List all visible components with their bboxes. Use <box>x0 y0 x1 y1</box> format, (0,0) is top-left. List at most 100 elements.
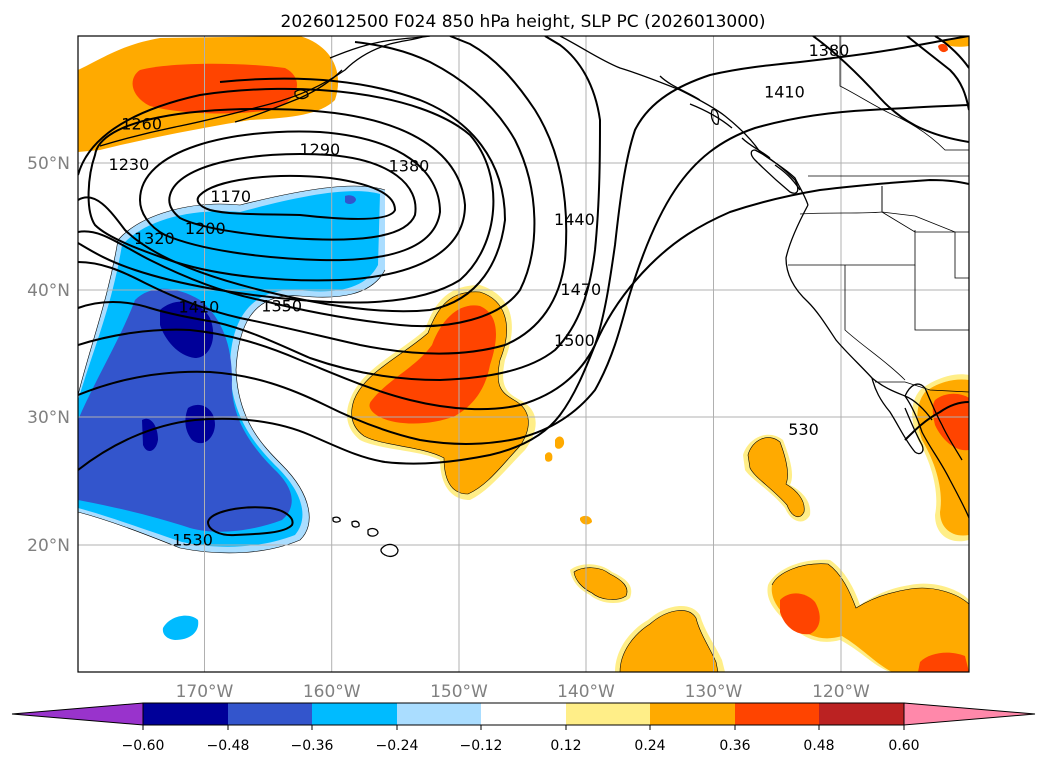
contour-label: 1410 <box>179 298 220 317</box>
colorbar-swatch <box>228 703 312 725</box>
negative-shade-small <box>345 195 356 205</box>
contour-1410 <box>78 36 602 382</box>
colorbar-tick-label: −0.24 <box>376 738 419 754</box>
positive-shade-south <box>771 563 969 672</box>
contour-1380-ne <box>906 36 969 111</box>
contour-label: 1500 <box>554 331 595 350</box>
lon-label: 140°W <box>557 682 615 702</box>
latitude-labels: 50°N 40°N 30°N 20°N <box>27 154 70 556</box>
graticule <box>78 36 969 672</box>
negative-shade-small <box>162 615 199 640</box>
hawaii-kauai <box>332 516 341 523</box>
contour-1230 <box>138 130 442 262</box>
contour-1320 <box>78 77 507 313</box>
islands <box>294 89 720 557</box>
colorbar-extend-min <box>11 702 144 726</box>
contour-1350 <box>78 41 536 328</box>
negative-shade-dark <box>142 418 158 452</box>
pc-shading-outlines <box>78 185 969 672</box>
contour-1290 <box>78 87 495 304</box>
contour-label: 1530 <box>172 530 213 549</box>
positive-shade-south <box>620 610 718 672</box>
lon-label: 160°W <box>303 682 361 702</box>
border-us-mexico <box>875 381 969 393</box>
contour-label: 1410 <box>764 83 805 102</box>
colorbar-tick-label: −0.12 <box>460 738 503 754</box>
contour-1530 <box>206 506 294 537</box>
coast-vancouver-island <box>750 149 799 194</box>
contour-1380 <box>78 36 568 355</box>
colorbar-tick-label: 0.48 <box>803 738 834 754</box>
contour-label: 1320 <box>134 229 175 248</box>
lon-label: 150°W <box>430 682 488 702</box>
contour-label: 1170 <box>210 187 251 206</box>
positive-shade-ne-core <box>938 43 948 53</box>
colorbar-swatch <box>312 703 397 725</box>
colorbar-tick-label: 0.12 <box>550 738 581 754</box>
colorbar-swatch <box>397 703 481 725</box>
lon-label: 130°W <box>685 682 743 702</box>
positive-shade-patch <box>555 436 565 449</box>
border-wa-or <box>799 186 916 217</box>
colorbar-tick-label: −0.36 <box>291 738 334 754</box>
colorbar-tick-label: 0.60 <box>888 738 919 754</box>
contour-530-se <box>904 401 969 441</box>
border-ca-nv <box>844 265 906 381</box>
colorbar-tick-label: 0.24 <box>634 738 665 754</box>
figure-title: 2026012500 F024 850 hPa height, SLP PC (… <box>281 12 766 32</box>
positive-shade-patch <box>574 567 628 600</box>
contour-1470 <box>78 104 969 445</box>
kodiak <box>294 89 309 100</box>
hawaii-big-island <box>380 543 399 557</box>
contour-label: 1290 <box>299 140 340 159</box>
positive-shade-patch <box>545 452 553 462</box>
colorbar-swatch <box>143 703 228 725</box>
colorbar-swatch <box>566 703 650 725</box>
contour-label: 1440 <box>554 210 595 229</box>
border-mt <box>881 186 969 233</box>
contour-1410-ne <box>812 36 969 143</box>
border-id <box>914 215 969 279</box>
positive-shade-patch <box>748 437 805 517</box>
positive-shade-central-core <box>369 305 496 424</box>
contour-label: 1350 <box>261 296 302 315</box>
contour-1440-ne <box>934 36 969 69</box>
colorbar-swatch <box>650 703 735 725</box>
political-borders <box>788 36 969 393</box>
lat-label: 40°N <box>27 281 70 301</box>
negative-shade-dark <box>185 404 215 444</box>
border-alaska-canada <box>839 36 969 151</box>
contour-label: 1200 <box>185 219 226 238</box>
contour-1500 <box>78 178 969 471</box>
lat-label: 30°N <box>27 408 70 428</box>
colorbar-frame <box>142 702 905 726</box>
negative-shade-mid <box>78 288 292 532</box>
contour-label: 1470 <box>560 280 601 299</box>
colorbar: −0.60 −0.48 −0.36 −0.24 −0.12 0.12 0.24 … <box>11 702 1036 754</box>
contour-label: 1260 <box>121 115 162 134</box>
contour-1200 <box>168 153 417 241</box>
lon-label: 170°W <box>176 682 234 702</box>
map-panel: 1170 1200 1230 1260 1290 1320 1350 1380 1410 1440… <box>77 35 970 673</box>
colorbar-ticks <box>142 725 905 730</box>
coast-gulf-of-alaska <box>329 36 809 206</box>
contour-label: 530 <box>788 420 819 439</box>
hawaii-oahu <box>351 520 360 528</box>
contour-label: 1380 <box>389 157 430 176</box>
contour-1170 <box>196 175 397 220</box>
positive-shade-south-core <box>918 652 969 672</box>
colorbar-tick-label: −0.48 <box>207 738 250 754</box>
colorbar-swatch <box>735 703 819 725</box>
positive-shade-south-core <box>780 593 820 635</box>
colorbar-extend-max <box>903 702 1036 726</box>
positive-shade-east-core <box>932 393 969 451</box>
colorbar-tick-label: −0.60 <box>122 738 165 754</box>
contour-1260 <box>87 108 467 282</box>
lat-label: 20°N <box>27 536 70 556</box>
map-frame <box>77 35 970 673</box>
colorbar-swatch <box>481 703 566 725</box>
contour-labels: 1170 1200 1230 1260 1290 1320 1350 1380 1410 1440… <box>109 41 850 550</box>
lon-label: 120°W <box>812 682 870 702</box>
hawaii-maui <box>367 527 379 537</box>
